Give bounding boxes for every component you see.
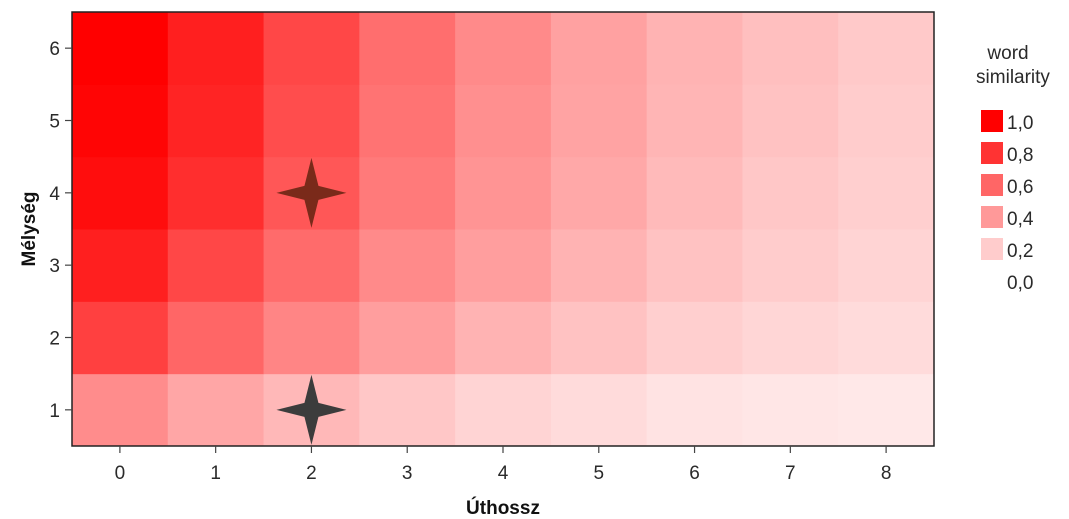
legend-entries: 1,0 0,8 0,6 0,4 0,2 0,0	[981, 110, 1034, 294]
heatmap-cell	[167, 156, 265, 230]
heatmap-cell	[263, 301, 360, 375]
x-tick-label: 1	[210, 463, 221, 484]
heatmap-cell	[838, 84, 935, 158]
heatmap-cell	[838, 229, 935, 302]
heatmap-cell	[550, 12, 648, 85]
heatmap-cell	[359, 12, 456, 85]
x-tick-label: 5	[593, 463, 604, 484]
legend-swatch	[981, 142, 1003, 164]
heatmap-cells	[72, 12, 935, 447]
x-tick-label: 3	[402, 463, 413, 484]
x-tick-label: 2	[306, 463, 317, 484]
y-axis-ticks: 1 2 3 4 5 6	[49, 39, 72, 422]
y-tick-label: 1	[49, 401, 60, 422]
heatmap-cell	[167, 373, 265, 447]
heatmap-cell	[550, 301, 648, 375]
heatmap-cell	[263, 229, 360, 302]
heatmap-cell	[72, 229, 169, 302]
legend: word similarity 1,0 0,8 0,6 0,4 0,2 0,0	[976, 43, 1050, 294]
x-tick-label: 0	[115, 463, 126, 484]
legend-swatch	[981, 206, 1003, 228]
heatmap-cell	[646, 156, 743, 230]
y-tick-label: 6	[49, 39, 60, 60]
legend-title-line-1: word	[986, 43, 1028, 64]
heatmap-cell	[359, 229, 456, 302]
y-tick-label: 2	[49, 329, 60, 350]
y-tick-label: 3	[49, 256, 60, 277]
heatmap-cell	[742, 229, 839, 302]
legend-swatch	[981, 238, 1003, 260]
legend-label: 0,4	[1007, 209, 1034, 230]
legend-label: 0,0	[1007, 273, 1033, 294]
heatmap-cell	[550, 156, 648, 230]
heatmap-cell	[646, 301, 743, 375]
star-marker	[276, 374, 347, 445]
heatmap-cell	[455, 373, 552, 447]
heatmap-cell	[838, 373, 935, 447]
heatmap-cell	[742, 301, 839, 375]
star-marker	[276, 157, 347, 228]
y-tick-label: 5	[49, 112, 60, 133]
heatmap-cell	[167, 12, 265, 85]
heatmap-cell	[72, 12, 169, 85]
legend-swatch	[981, 174, 1003, 196]
heatmap-cell	[838, 301, 935, 375]
legend-title-line-2: similarity	[976, 67, 1050, 88]
markers	[276, 157, 347, 445]
heatmap-cell	[72, 84, 169, 158]
heatmap-cell	[550, 84, 648, 158]
legend-label: 0,2	[1007, 241, 1033, 262]
heatmap-cell	[838, 156, 935, 230]
heatmap-cell	[72, 373, 169, 447]
heatmap-cell	[838, 12, 935, 85]
heatmap-cell	[742, 373, 839, 447]
heatmap-cell	[167, 84, 265, 158]
x-tick-label: 8	[881, 463, 892, 484]
heatmap-cell	[455, 12, 552, 85]
heatmap-cell	[359, 373, 456, 447]
heatmap-cell	[455, 301, 552, 375]
heatmap-cell	[455, 84, 552, 158]
heatmap-cell	[72, 156, 169, 230]
heatmap-cell	[359, 156, 456, 230]
x-tick-label: 7	[785, 463, 796, 484]
x-axis-ticks: 0 1 2 3 4 5 6 7 8	[115, 446, 892, 484]
heatmap-cell	[646, 84, 743, 158]
heatmap-cell	[167, 301, 265, 375]
legend-label: 0,8	[1007, 145, 1033, 166]
legend-label: 1,0	[1007, 113, 1033, 134]
heatmap-cell	[646, 229, 743, 302]
heatmap-cell	[742, 12, 839, 85]
legend-label: 0,6	[1007, 177, 1033, 198]
heatmap-cell	[72, 301, 169, 375]
heatmap-cell	[742, 84, 839, 158]
x-tick-label: 6	[689, 463, 700, 484]
heatmap-cell	[263, 12, 360, 85]
heatmap-cell	[550, 229, 648, 302]
heatmap-cell	[359, 84, 456, 158]
y-tick-label: 4	[49, 184, 60, 205]
x-axis-title: Úthossz	[466, 497, 540, 519]
heatmap-cell	[550, 373, 648, 447]
y-axis-title: Mélység	[19, 192, 40, 267]
heatmap-cell	[646, 12, 743, 85]
heatmap-cell	[359, 301, 456, 375]
heatmap-cell	[263, 84, 360, 158]
heatmap-cell	[646, 373, 743, 447]
heatmap-cell	[167, 229, 265, 302]
heatmap-cell	[742, 156, 839, 230]
x-tick-label: 4	[498, 463, 509, 484]
heatmap-cell	[455, 229, 552, 302]
legend-swatch	[981, 110, 1003, 132]
heatmap-cell	[455, 156, 552, 230]
